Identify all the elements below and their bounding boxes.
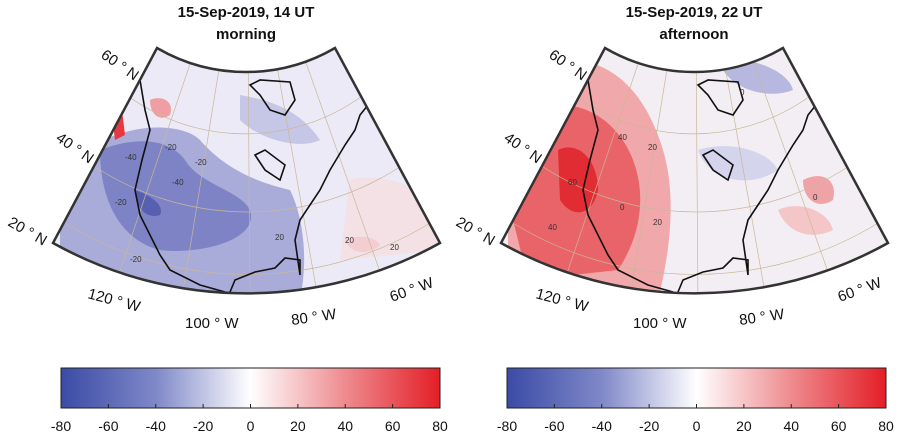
lat-label-20n: 20 ° N: [453, 214, 498, 250]
colorbar-right: -80 -60 -40 -20 0 20 40 60 80: [497, 367, 894, 434]
colorbar-tick-label: 60: [385, 418, 401, 434]
colorbar-tick-label: 0: [693, 418, 701, 434]
colorbar-tick-label: 80: [432, 418, 448, 434]
colorbar-tick-label: -40: [592, 418, 612, 434]
contour-label: 20: [648, 143, 657, 152]
colorbar-tick-label: -20: [639, 418, 659, 434]
contour-label: 0: [813, 193, 818, 202]
colorbar-tick-label: -20: [193, 418, 213, 434]
contour-label: -40: [125, 153, 137, 162]
colorbar-tick-label: -40: [146, 418, 166, 434]
contour-label: -20: [115, 198, 127, 207]
panel-title: 15-Sep-2019, 22 UT: [626, 4, 763, 21]
panel-subtitle: afternoon: [659, 26, 728, 43]
contour-label: -20: [130, 255, 142, 264]
contour-label: 20: [653, 218, 662, 227]
panel-title: 15-Sep-2019, 14 UT: [178, 4, 315, 21]
panel-subtitle: morning: [216, 26, 276, 43]
colorbar-gradient: [60, 367, 441, 409]
colorbar-tick-label: -60: [98, 418, 118, 434]
colorbar-tick-label: 20: [736, 418, 752, 434]
coastline: [582, 79, 817, 293]
map-panel-afternoon: 15-Sep-2019, 22 UT afternoon 40 60 40 20…: [453, 4, 890, 332]
colorbar-tick-label: 40: [337, 418, 353, 434]
map-frame: [51, 46, 442, 295]
map-frame: [499, 46, 890, 295]
contour-label: 20: [345, 236, 354, 245]
contour-label: 20: [275, 233, 284, 242]
contour-label: 0: [740, 88, 745, 97]
contour-label: -20: [165, 143, 177, 152]
lon-label-120w: 120 ° W: [534, 285, 591, 315]
colorbar-tick-label: -80: [51, 418, 71, 434]
colorbar-tick-label: 40: [783, 418, 799, 434]
colorbar-tick-label: 80: [878, 418, 894, 434]
colorbar-tick-label: 20: [290, 418, 306, 434]
lat-label-40n: 40 ° N: [53, 129, 97, 167]
lon-label-100w: 100 ° W: [185, 315, 239, 332]
contour-label: 60: [568, 178, 577, 187]
lat-label-20n: 20 ° N: [5, 214, 50, 250]
colorbar-tick-label: 60: [831, 418, 847, 434]
contour-labels: 40 60 40 20 20 0 0 0: [548, 88, 818, 232]
colorbar-gradient: [506, 367, 887, 409]
lon-label-60w: 60 ° W: [836, 274, 885, 306]
contour-label: 0: [620, 203, 625, 212]
contour-label: -20: [195, 158, 207, 167]
colorbar-tick-label: -80: [497, 418, 517, 434]
lon-label-60w: 60 ° W: [388, 274, 437, 306]
lat-label-60n: 60 ° N: [546, 46, 590, 84]
map-panel-morning: 15-Sep-2019, 14 UT morning -20 -40 -40 -…: [5, 4, 442, 332]
contour-label: 40: [548, 223, 557, 232]
lat-label-40n: 40 ° N: [501, 129, 545, 167]
coastline: [134, 79, 369, 293]
colorbar-tick-label: 0: [247, 418, 255, 434]
lon-label-120w: 120 ° W: [86, 285, 143, 315]
lon-label-80w: 80 ° W: [738, 306, 786, 329]
contour-label: 20: [390, 243, 399, 252]
contour-label: -40: [172, 178, 184, 187]
contour-label: 40: [618, 133, 627, 142]
lon-label-80w: 80 ° W: [290, 306, 338, 329]
lon-label-100w: 100 ° W: [633, 315, 687, 332]
contour-labels: -20 -40 -40 -20 -20 -20 20 20 20: [115, 143, 399, 264]
lat-label-60n: 60 ° N: [98, 46, 142, 84]
graticule: [507, 48, 884, 294]
colorbar-tick-label: -60: [544, 418, 564, 434]
colorbar-left: -80 -60 -40 -20 0 20 40 60 80: [51, 367, 448, 434]
